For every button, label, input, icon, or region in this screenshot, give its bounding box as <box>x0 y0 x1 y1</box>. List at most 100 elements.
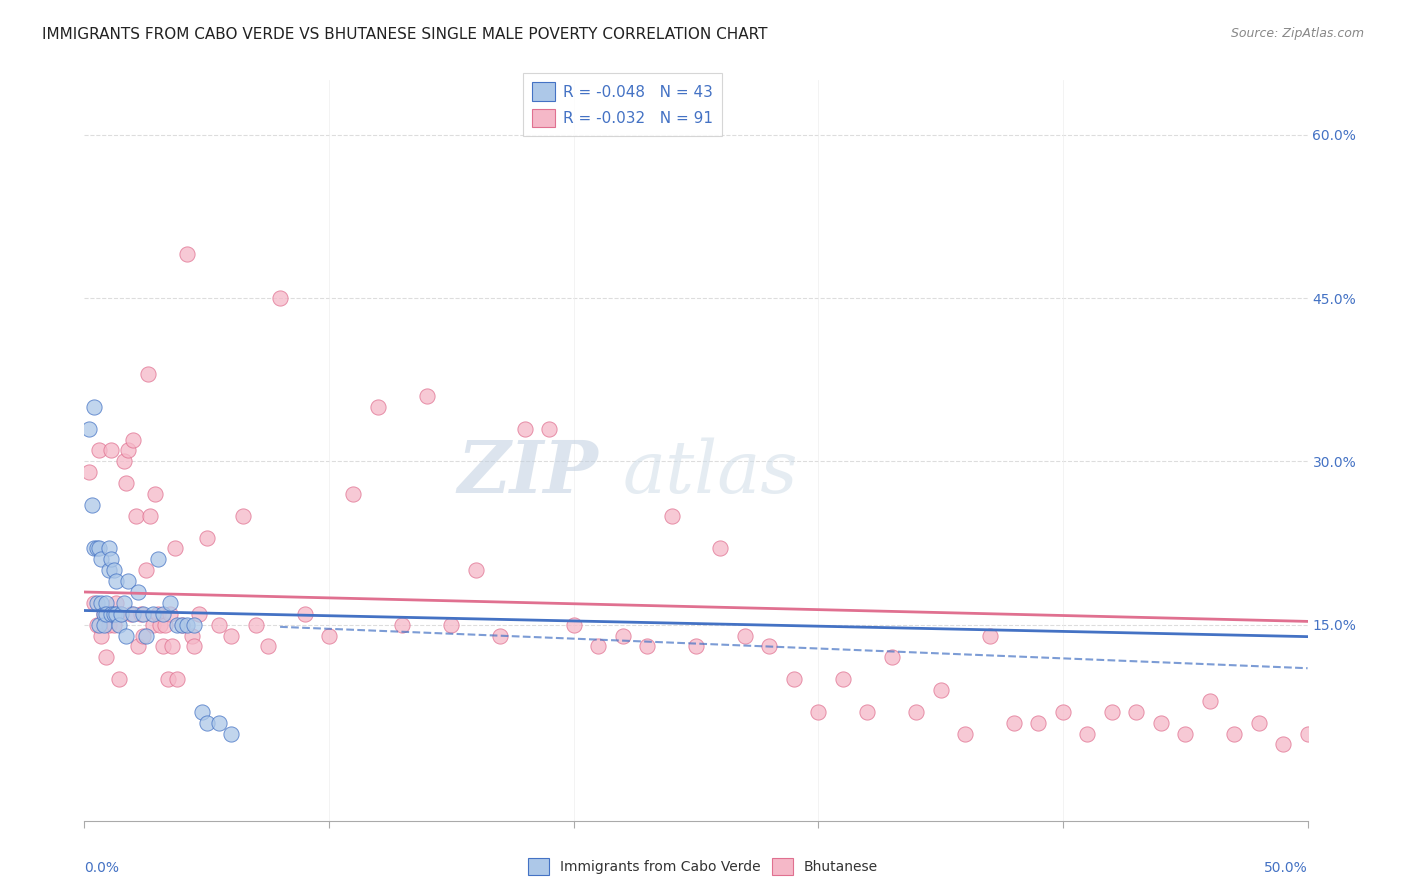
Point <box>103 607 125 621</box>
Point <box>1174 726 1197 740</box>
Point <box>1101 705 1123 719</box>
Point <box>191 705 214 719</box>
Point <box>1002 715 1025 730</box>
Point <box>83 596 105 610</box>
Point <box>127 640 149 654</box>
Point <box>115 628 138 642</box>
Point <box>93 607 115 621</box>
Legend: R = -0.048   N = 43, R = -0.032   N = 91: R = -0.048 N = 43, R = -0.032 N = 91 <box>523 73 723 136</box>
Point <box>143 487 166 501</box>
Point <box>93 617 115 632</box>
Point <box>636 640 658 654</box>
Point <box>709 541 731 556</box>
Point <box>136 368 159 382</box>
Point <box>86 617 108 632</box>
Legend: Immigrants from Cabo Verde, Bhutanese: Immigrants from Cabo Verde, Bhutanese <box>523 853 883 880</box>
Point <box>86 596 108 610</box>
Point <box>219 726 242 740</box>
Point <box>115 476 138 491</box>
Point <box>1223 726 1246 740</box>
Point <box>979 628 1001 642</box>
Point <box>1052 705 1074 719</box>
Point <box>513 422 536 436</box>
Point <box>195 715 218 730</box>
Point <box>183 640 205 654</box>
Point <box>83 541 105 556</box>
Point <box>1309 715 1331 730</box>
Point <box>152 607 174 621</box>
Point <box>107 672 129 686</box>
Point <box>97 563 120 577</box>
Point <box>96 650 118 665</box>
Point <box>269 291 291 305</box>
Point <box>110 607 132 621</box>
Point <box>87 541 110 556</box>
Point <box>661 508 683 523</box>
Point <box>562 617 585 632</box>
Point <box>489 628 512 642</box>
Point <box>166 672 188 686</box>
Point <box>342 487 364 501</box>
Point <box>156 672 179 686</box>
Point <box>139 508 162 523</box>
Point <box>1247 715 1270 730</box>
Point <box>734 628 756 642</box>
Point <box>83 400 105 414</box>
Point <box>1198 694 1220 708</box>
Point <box>86 541 108 556</box>
Point <box>172 617 194 632</box>
Point <box>105 596 128 610</box>
Point <box>100 607 122 621</box>
Point <box>103 563 125 577</box>
Point <box>1296 726 1319 740</box>
Point <box>152 640 174 654</box>
Point <box>586 640 609 654</box>
Point <box>367 400 389 414</box>
Point <box>1150 715 1173 730</box>
Point <box>135 628 157 642</box>
Point <box>416 389 439 403</box>
Text: atlas: atlas <box>623 437 799 508</box>
Point <box>440 617 463 632</box>
Point <box>127 585 149 599</box>
Point <box>1125 705 1147 719</box>
Point <box>538 422 561 436</box>
Point <box>122 433 145 447</box>
Point <box>112 596 135 610</box>
Point <box>1076 726 1098 740</box>
Point <box>100 443 122 458</box>
Point <box>391 617 413 632</box>
Point <box>856 705 879 719</box>
Point <box>117 443 139 458</box>
Point <box>135 563 157 577</box>
Point <box>166 617 188 632</box>
Point <box>132 607 155 621</box>
Point <box>129 607 152 621</box>
Point <box>176 247 198 261</box>
Point <box>107 617 129 632</box>
Point <box>208 715 231 730</box>
Point <box>120 607 142 621</box>
Point <box>159 607 181 621</box>
Text: 0.0%: 0.0% <box>84 862 120 875</box>
Point <box>149 617 172 632</box>
Point <box>953 726 976 740</box>
Point <box>142 607 165 621</box>
Point <box>96 607 118 621</box>
Point <box>172 617 194 632</box>
Text: 50.0%: 50.0% <box>1264 862 1308 875</box>
Point <box>122 607 145 621</box>
Point <box>80 498 103 512</box>
Point <box>159 596 181 610</box>
Point <box>77 465 100 479</box>
Point <box>103 617 125 632</box>
Point <box>146 607 169 621</box>
Text: IMMIGRANTS FROM CABO VERDE VS BHUTANESE SINGLE MALE POVERTY CORRELATION CHART: IMMIGRANTS FROM CABO VERDE VS BHUTANESE … <box>42 27 768 42</box>
Point <box>318 628 340 642</box>
Point <box>195 531 218 545</box>
Point <box>87 617 110 632</box>
Point <box>146 552 169 566</box>
Point <box>183 617 205 632</box>
Point <box>112 454 135 468</box>
Point <box>153 617 176 632</box>
